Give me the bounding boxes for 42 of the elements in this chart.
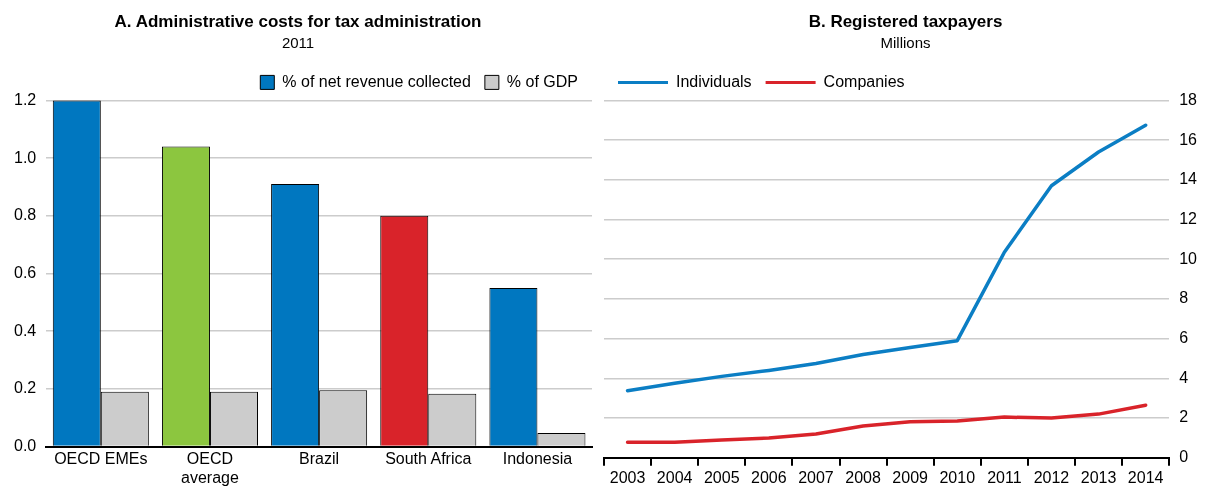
y-tick-label: 1.0 bbox=[13, 148, 37, 166]
x-tick-label: 2014 bbox=[1127, 468, 1164, 486]
x-tick-label: 2004 bbox=[656, 468, 693, 486]
y-tick-label: 0 bbox=[1179, 448, 1189, 466]
x-tick-label: Indonesia bbox=[502, 449, 573, 467]
x-tick-label: 2006 bbox=[751, 468, 787, 486]
x-tick-label: 2005 bbox=[703, 468, 740, 486]
y-tick-label: 0.6 bbox=[13, 263, 37, 281]
y-tick-label: 4 bbox=[1179, 368, 1189, 386]
x-tick-label: Brazil bbox=[299, 449, 340, 467]
x-tick-label: 2010 bbox=[939, 468, 976, 486]
x-tick-label: 2008 bbox=[845, 468, 881, 486]
legend-label: % of GDP bbox=[506, 72, 579, 90]
x-tick-label: 2009 bbox=[892, 468, 929, 486]
legend-label: Companies bbox=[823, 72, 905, 90]
y-tick-label: 0.0 bbox=[13, 437, 37, 455]
y-tick-label: 10 bbox=[1179, 249, 1198, 267]
legend-label: Individuals bbox=[676, 72, 752, 90]
x-tick-label: 2012 bbox=[1033, 468, 1070, 486]
x-tick-label: 2013 bbox=[1080, 468, 1117, 486]
chart-subtitle: Millions bbox=[880, 33, 931, 51]
y-tick-label: 18 bbox=[1179, 90, 1198, 108]
x-tick-label: South Africa bbox=[385, 449, 472, 467]
chart-subtitle: 2011 bbox=[281, 33, 315, 51]
y-tick-label: 0.8 bbox=[13, 206, 37, 224]
y-tick-label: 1.2 bbox=[13, 90, 37, 108]
chart-title: A. Administrative costs for tax administration bbox=[114, 11, 482, 31]
x-tick-label: 2007 bbox=[798, 468, 834, 486]
y-tick-label: 8 bbox=[1179, 289, 1189, 307]
legend-label: % of net revenue collected bbox=[282, 72, 471, 90]
y-tick-label: 2 bbox=[1179, 408, 1189, 426]
x-tick-label: OECD EMEs bbox=[54, 449, 148, 467]
x-tick-label: 2003 bbox=[609, 468, 646, 486]
x-tick-label: 2011 bbox=[987, 468, 1022, 486]
y-tick-label: 16 bbox=[1179, 130, 1198, 148]
y-tick-label: 0.2 bbox=[13, 379, 37, 397]
y-tick-label: 14 bbox=[1179, 170, 1198, 188]
y-tick-label: 6 bbox=[1179, 329, 1189, 347]
x-tick-label: OECD average bbox=[181, 449, 239, 486]
y-tick-label: 12 bbox=[1179, 209, 1198, 227]
y-tick-label: 0.4 bbox=[13, 321, 37, 339]
chart-title: B. Registered taxpayers bbox=[808, 11, 1003, 31]
